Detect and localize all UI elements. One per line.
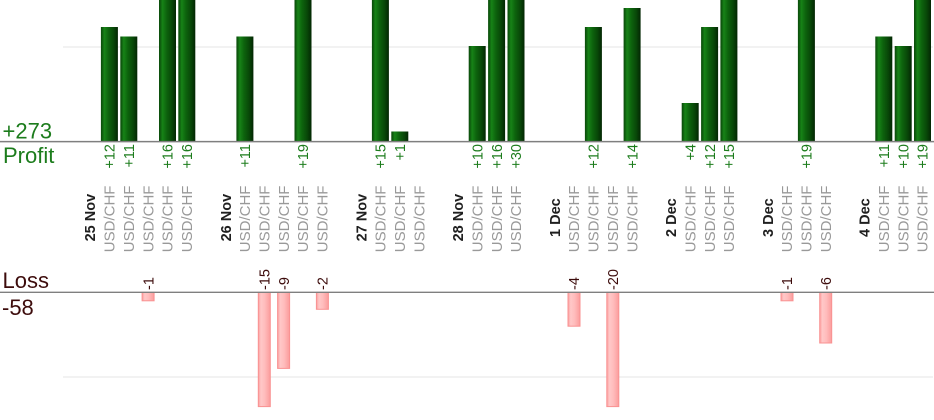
svg-text:3 Dec: 3 Dec: [761, 198, 777, 237]
svg-text:+16: +16: [490, 144, 506, 169]
svg-text:25 Nov: 25 Nov: [83, 194, 99, 242]
svg-text:-58: -58: [2, 295, 34, 320]
svg-text:28 Nov: 28 Nov: [451, 194, 467, 242]
svg-text:+4: +4: [683, 144, 699, 161]
svg-text:USD/CHF: USD/CHF: [276, 186, 293, 253]
svg-text:USD/CHF: USD/CHF: [489, 186, 506, 253]
svg-text:USD/CHF: USD/CHF: [179, 186, 196, 253]
svg-text:+19: +19: [916, 144, 932, 169]
svg-text:+11: +11: [877, 144, 893, 168]
svg-text:USD/CHF: USD/CHF: [160, 186, 177, 253]
svg-text:USD/CHF: USD/CHF: [605, 186, 622, 253]
svg-text:USD/CHF: USD/CHF: [566, 186, 583, 253]
svg-text:2 Dec: 2 Dec: [664, 198, 680, 237]
svg-text:-1: -1: [780, 277, 796, 290]
svg-text:+1: +1: [393, 144, 409, 161]
svg-text:USD/CHF: USD/CHF: [411, 186, 428, 253]
svg-text:+273: +273: [3, 119, 53, 144]
svg-text:USD/CHF: USD/CHF: [779, 186, 796, 253]
svg-text:Profit: Profit: [3, 143, 54, 168]
svg-text:1 Dec: 1 Dec: [548, 198, 564, 237]
svg-text:+10: +10: [896, 144, 912, 169]
svg-text:USD/CHF: USD/CHF: [315, 186, 332, 253]
svg-text:+16: +16: [161, 144, 177, 169]
svg-text:+19: +19: [296, 144, 312, 169]
svg-text:USD/CHF: USD/CHF: [508, 186, 525, 253]
svg-text:USD/CHF: USD/CHF: [121, 186, 138, 253]
svg-text:Loss: Loss: [3, 268, 49, 293]
svg-text:+15: +15: [374, 144, 390, 169]
svg-text:+15: +15: [722, 144, 738, 169]
svg-text:-9: -9: [277, 277, 293, 290]
svg-text:USD/CHF: USD/CHF: [373, 186, 390, 253]
svg-text:USD/CHF: USD/CHF: [140, 186, 157, 253]
svg-text:USD/CHF: USD/CHF: [295, 186, 312, 253]
svg-text:26 Nov: 26 Nov: [219, 194, 235, 242]
svg-text:USD/CHF: USD/CHF: [818, 186, 835, 253]
svg-text:USD/CHF: USD/CHF: [102, 186, 119, 253]
svg-text:-2: -2: [316, 277, 332, 290]
svg-text:USD/CHF: USD/CHF: [237, 186, 254, 253]
svg-text:USD/CHF: USD/CHF: [469, 186, 486, 253]
svg-text:USD/CHF: USD/CHF: [586, 186, 603, 253]
svg-text:+11: +11: [122, 144, 138, 168]
svg-text:USD/CHF: USD/CHF: [895, 186, 912, 253]
svg-text:USD/CHF: USD/CHF: [876, 186, 893, 253]
svg-text:+30: +30: [509, 144, 525, 169]
svg-text:+19: +19: [800, 144, 816, 169]
svg-text:-20: -20: [606, 269, 622, 290]
svg-text:+12: +12: [587, 144, 603, 169]
svg-text:+12: +12: [103, 144, 119, 169]
svg-text:-1: -1: [141, 277, 157, 290]
svg-text:-15: -15: [258, 269, 274, 290]
svg-text:4 Dec: 4 Dec: [858, 198, 874, 237]
svg-text:USD/CHF: USD/CHF: [257, 186, 274, 253]
svg-text:-6: -6: [819, 277, 835, 290]
svg-text:USD/CHF: USD/CHF: [915, 186, 932, 253]
svg-text:USD/CHF: USD/CHF: [392, 186, 409, 253]
svg-text:+14: +14: [625, 144, 641, 169]
svg-text:USD/CHF: USD/CHF: [624, 186, 641, 253]
svg-text:+10: +10: [470, 144, 486, 169]
svg-text:+12: +12: [703, 144, 719, 169]
svg-text:27 Nov: 27 Nov: [354, 194, 370, 242]
svg-text:USD/CHF: USD/CHF: [721, 186, 738, 253]
svg-text:USD/CHF: USD/CHF: [702, 186, 719, 253]
svg-text:+16: +16: [180, 144, 196, 169]
svg-text:-4: -4: [567, 277, 583, 290]
svg-text:USD/CHF: USD/CHF: [799, 186, 816, 253]
svg-text:+11: +11: [238, 144, 254, 168]
svg-text:USD/CHF: USD/CHF: [682, 186, 699, 253]
